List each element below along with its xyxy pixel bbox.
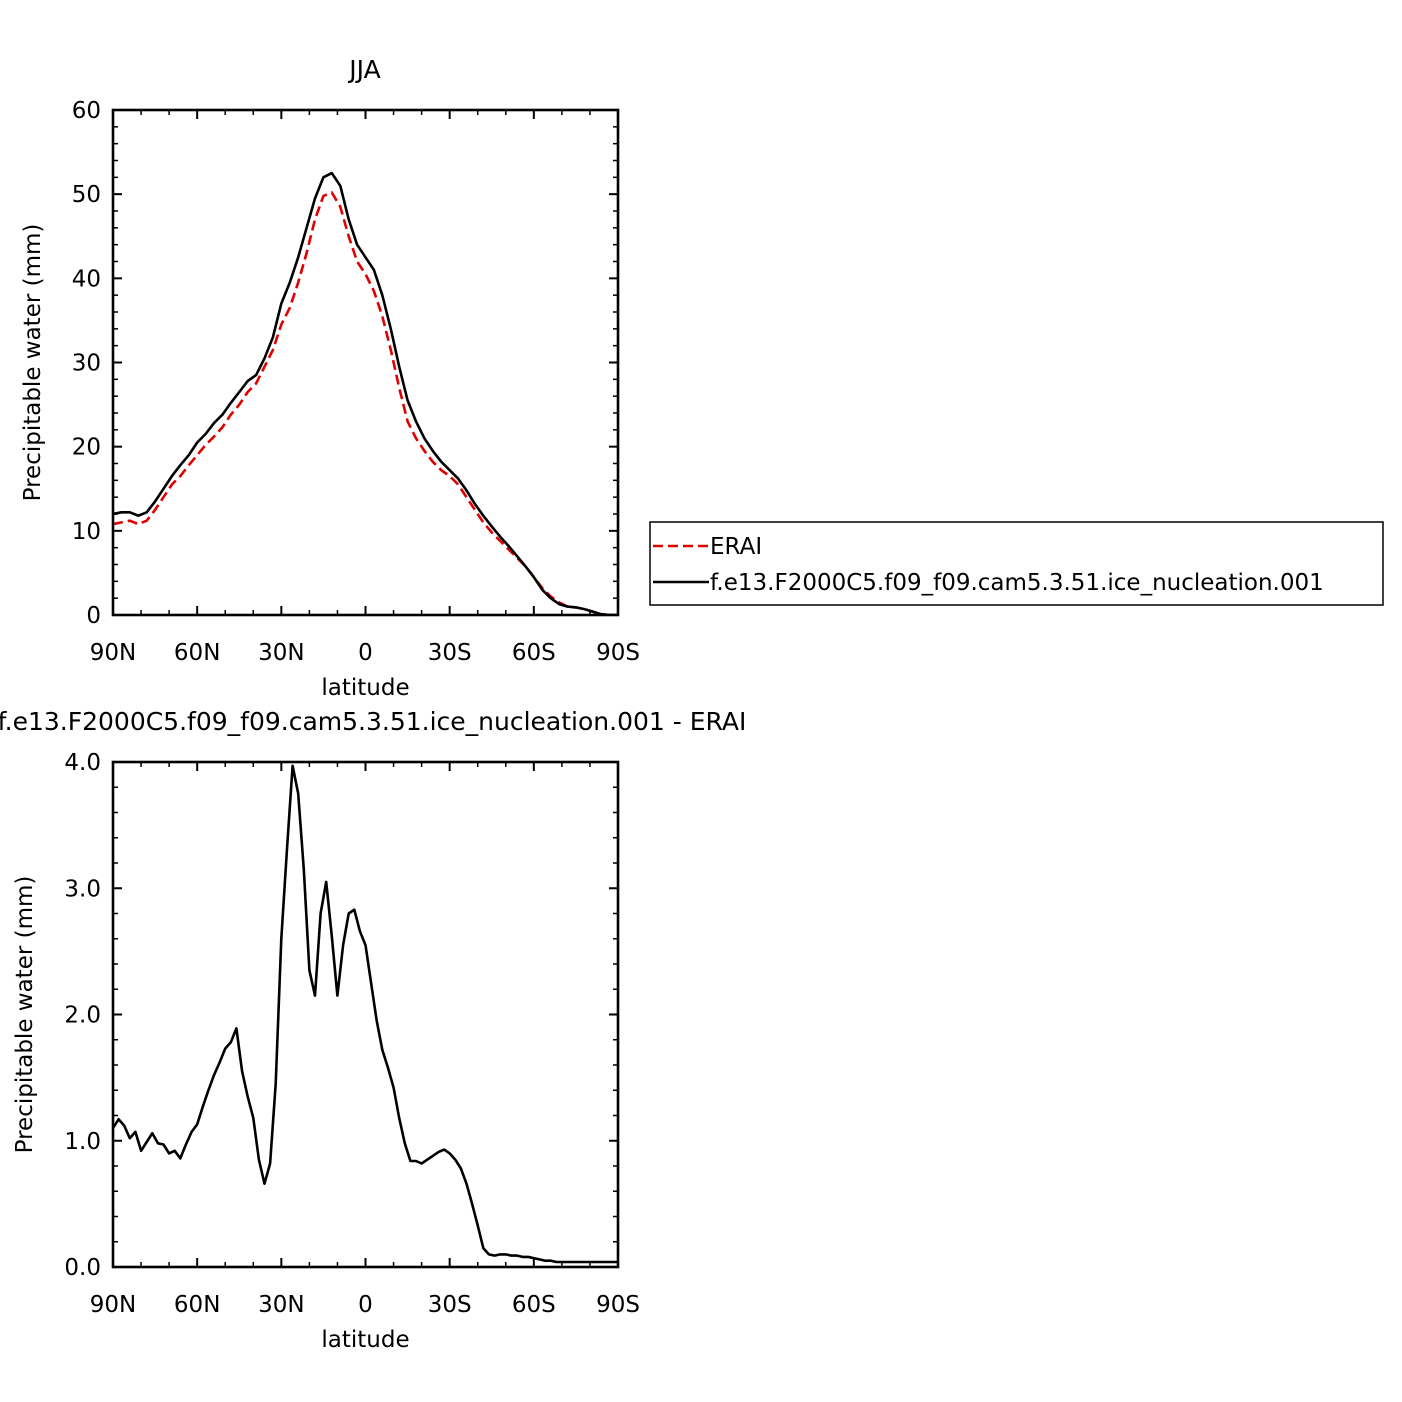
y-tick-label: 1.0 (64, 1129, 101, 1155)
y-tick-label: 20 (72, 435, 101, 461)
chart-title: f.e13.F2000C5.f09_f09.cam5.3.51.ice_nucl… (0, 707, 746, 736)
y-tick-label: 30 (72, 351, 101, 377)
y-axis-label: Precipitable water (mm) (20, 224, 46, 502)
bottom-panel: f.e13.F2000C5.f09_f09.cam5.3.51.ice_nucl… (0, 707, 746, 1353)
y-tick-label: 50 (72, 182, 101, 208)
y-axis-label: Precipitable water (mm) (12, 876, 38, 1154)
x-tick-label: 30N (258, 1292, 304, 1318)
legend-label-0: ERAI (710, 534, 762, 560)
legend-box (649, 521, 1384, 606)
x-tick-label: 60N (174, 640, 220, 666)
x-tick-label: 60N (174, 1292, 220, 1318)
legend-label-1: f.e13.F2000C5.f09_f09.cam5.3.51.ice_nucl… (710, 570, 1324, 596)
x-tick-label: 0 (358, 640, 373, 666)
x-tick-label: 90S (596, 640, 640, 666)
x-tick-label: 90S (596, 1292, 640, 1318)
top-panel: JJA 90N 60N 30N 0 30S 60S 90S 0 10 20 30 40 50 60 latit… (20, 55, 640, 701)
x-axis-label: latitude (321, 675, 409, 701)
y-tick-label: 4.0 (64, 750, 101, 776)
series-line-1 (113, 171, 618, 615)
x-tick-label: 90N (90, 1292, 136, 1318)
plot-frame (111, 108, 620, 617)
series-line-0 (113, 764, 618, 1264)
x-tick-label: 60S (512, 640, 556, 666)
y-tick-label: 2.0 (64, 1003, 101, 1029)
chart-title: JJA (347, 55, 380, 84)
y-tick-label: 0 (86, 603, 101, 629)
y-tick-label: 10 (72, 519, 101, 545)
y-tick-label: 60 (72, 98, 101, 124)
x-tick-label: 90N (90, 640, 136, 666)
y-tick-label: 0.0 (64, 1255, 101, 1281)
x-tick-label: 30S (428, 640, 472, 666)
x-axis-label: latitude (321, 1327, 409, 1353)
x-tick-label: 30N (258, 640, 304, 666)
x-tick-label: 0 (358, 1292, 373, 1318)
plot-frame (111, 760, 620, 1269)
y-tick-label: 40 (72, 266, 101, 292)
x-tick-label: 30S (428, 1292, 472, 1318)
y-tick-label: 3.0 (64, 876, 101, 902)
legend: ERAI f.e13.F2000C5.f09_f09.cam5.3.51.ice_… (649, 521, 1384, 606)
x-tick-label: 60S (512, 1292, 556, 1318)
